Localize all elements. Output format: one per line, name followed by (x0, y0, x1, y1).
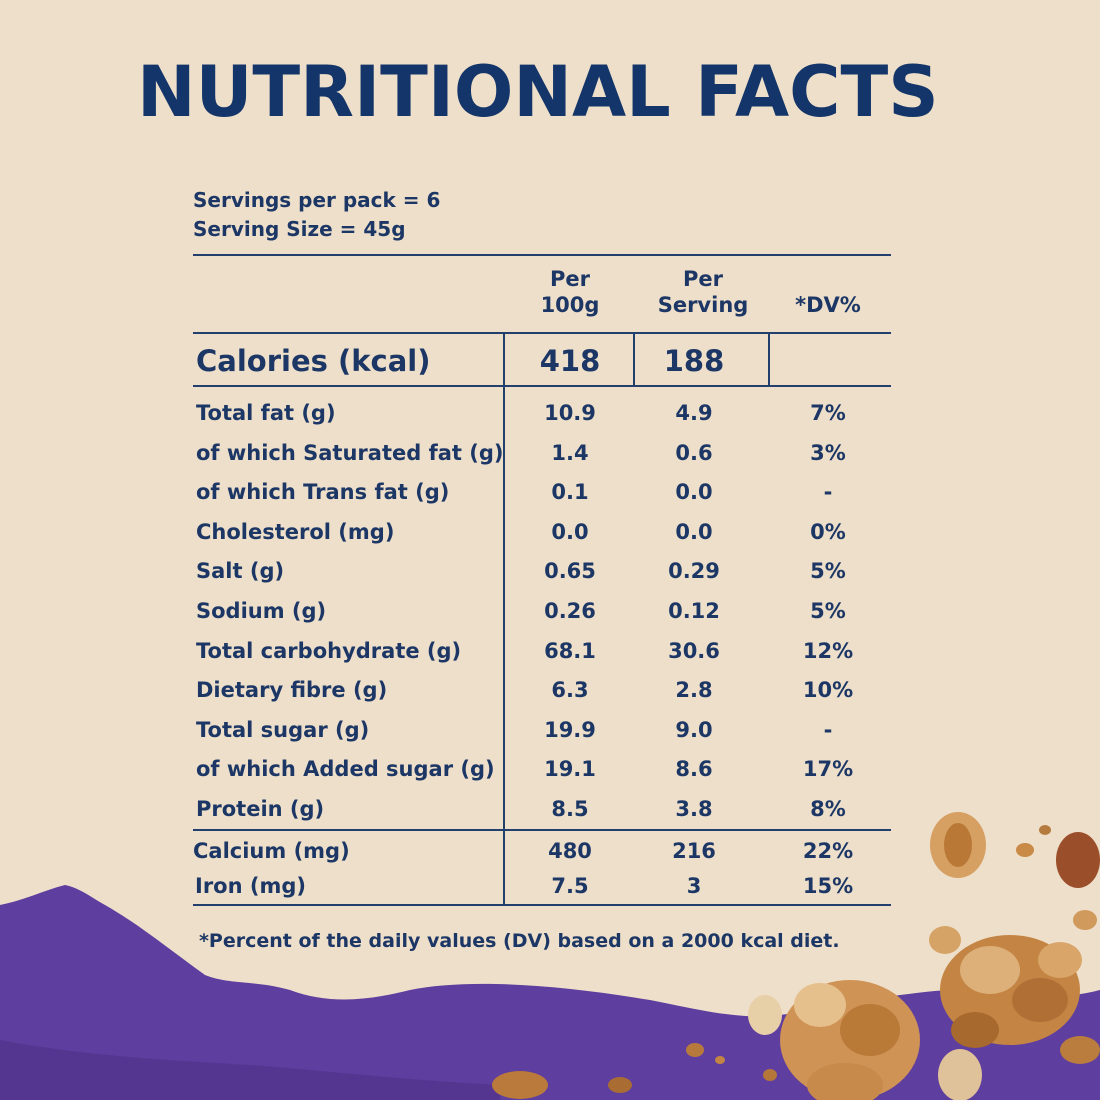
table-bottom-rule (193, 904, 891, 906)
table-row-dv: 10% (802, 678, 854, 702)
table-row-per-serving: 9.0 (675, 718, 713, 742)
table-row-dv: 0% (810, 520, 846, 544)
mineral-row-per-100g: 480 (548, 839, 592, 863)
table-row-label: of which Trans fat (g) (196, 480, 450, 504)
mineral-row-per-serving: 216 (672, 839, 716, 863)
table-row-dv: 5% (810, 599, 846, 623)
table-row-per-100g: 19.9 (544, 718, 596, 742)
column-divider (503, 332, 505, 905)
table-row-per-100g: 68.1 (544, 639, 596, 663)
calories-bottom-rule (193, 385, 891, 387)
mineral-row-dv: 15% (802, 874, 854, 898)
table-row-dv: 8% (810, 797, 846, 821)
header-per-100g: Per 100g (540, 267, 600, 317)
table-row-per-serving: 0.6 (675, 441, 713, 465)
page-title: NUTRITIONAL FACTS (137, 51, 939, 133)
table-row-per-100g: 8.5 (551, 797, 589, 821)
column-divider (633, 332, 635, 385)
table-row-label: Total sugar (g) (196, 718, 370, 742)
table-row-label: Sodium (g) (196, 599, 327, 623)
dv-footnote: *Percent of the daily values (DV) based … (199, 930, 840, 952)
calories-label: Calories (kcal) (196, 344, 431, 378)
serving-info: Servings per pack = 6 Serving Size = 45g (193, 186, 440, 244)
table-row-dv: 3% (810, 441, 846, 465)
table-row-per-serving: 0.12 (668, 599, 720, 623)
table-row-label: Total carbohydrate (g) (196, 639, 462, 663)
header-dv: *DV% (795, 293, 861, 317)
mineral-row-per-100g: 7.5 (551, 874, 589, 898)
table-row-label: Total fat (g) (196, 401, 336, 425)
table-row-per-serving: 3.8 (675, 797, 713, 821)
granola-icon (492, 812, 1100, 1100)
table-row-per-serving: 30.6 (668, 639, 720, 663)
table-row-dv: 12% (802, 639, 854, 663)
table-row-dv: 5% (810, 559, 846, 583)
table-row-dv: 17% (802, 757, 854, 781)
column-divider (768, 332, 770, 385)
table-row-per-100g: 10.9 (544, 401, 596, 425)
table-row-per-serving: 4.9 (675, 401, 713, 425)
table-row-per-100g: 1.4 (551, 441, 589, 465)
mineral-row-dv: 22% (802, 839, 854, 863)
calories-per-100g: 418 (539, 344, 601, 378)
table-row-dv: 7% (810, 401, 846, 425)
mineral-row-per-serving: 3 (686, 874, 702, 898)
table-row-label: Cholesterol (mg) (196, 520, 395, 544)
table-row-label: of which Added sugar (g) (196, 757, 495, 781)
table-row-per-100g: 0.65 (544, 559, 596, 583)
table-row-per-serving: 0.0 (675, 480, 713, 504)
nutrition-table: Per 100g Per Serving *DV% Calories (kcal… (193, 254, 891, 906)
table-row-per-100g: 0.0 (551, 520, 589, 544)
table-row-label: Protein (g) (196, 797, 325, 821)
table-row-per-serving: 0.29 (668, 559, 720, 583)
table-row-per-serving: 2.8 (675, 678, 713, 702)
table-top-rule (193, 254, 891, 256)
table-row-label: of which Saturated fat (g) (196, 441, 504, 465)
mineral-row-label: Iron (mg) (195, 874, 306, 898)
table-row-per-100g: 0.26 (544, 599, 596, 623)
table-row-per-serving: 8.6 (675, 757, 713, 781)
table-row-label: Dietary fibre (g) (196, 678, 388, 702)
table-row-per-serving: 0.0 (675, 520, 713, 544)
table-row-per-100g: 19.1 (544, 757, 596, 781)
header-bottom-rule (193, 332, 891, 334)
table-row-label: Salt (g) (196, 559, 285, 583)
minerals-top-rule (193, 829, 891, 831)
table-row-per-100g: 0.1 (551, 480, 589, 504)
servings-per-pack: Servings per pack = 6 (193, 188, 441, 212)
serving-size: Serving Size = 45g (193, 217, 406, 241)
calories-per-serving: 188 (663, 344, 725, 378)
table-row-dv: - (823, 718, 833, 742)
header-per-serving: Per Serving (657, 267, 749, 317)
table-row-per-100g: 6.3 (551, 678, 589, 702)
table-row-dv: - (823, 480, 833, 504)
mineral-row-label: Calcium (mg) (193, 839, 350, 863)
